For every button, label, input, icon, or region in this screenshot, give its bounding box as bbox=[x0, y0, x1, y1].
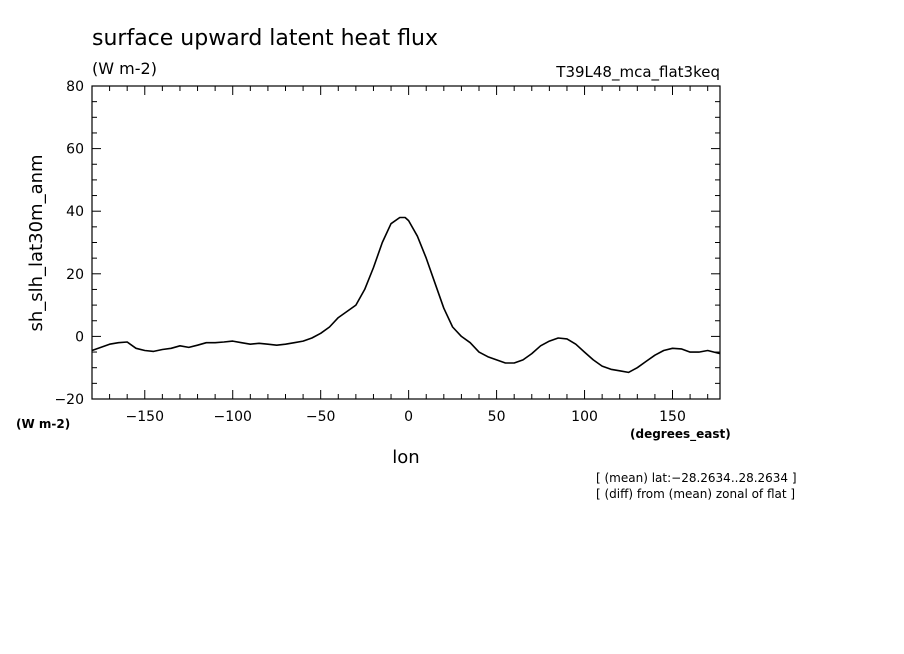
x-axis-units: (degrees_east) bbox=[630, 427, 731, 442]
y-tick-label: 40 bbox=[66, 204, 84, 220]
x-tick-label: 100 bbox=[571, 409, 598, 425]
x-tick-label: 150 bbox=[659, 409, 686, 425]
y-tick-label: 20 bbox=[66, 267, 84, 283]
x-tick-label: 0 bbox=[404, 409, 413, 425]
x-tick-label: 50 bbox=[488, 409, 506, 425]
chart-title: surface upward latent heat flux bbox=[92, 26, 438, 51]
y-axis-units: (W m-2) bbox=[16, 417, 70, 431]
x-axis-ticks: −150 −100 −50 0 50 100 150 bbox=[109, 86, 709, 425]
experiment-label: T39L48_mca_flat3keq bbox=[555, 63, 720, 82]
x-tick-label: −150 bbox=[126, 409, 164, 425]
x-tick-label: −50 bbox=[306, 409, 336, 425]
title-units: (W m-2) bbox=[92, 59, 157, 78]
y-tick-label: −20 bbox=[54, 392, 84, 408]
plot-frame bbox=[91, 85, 721, 400]
y-axis-label: sh_slh_lat30m_anm bbox=[26, 154, 47, 331]
annotation-mean-lat: [ (mean) lat:−28.2634..28.2634 ] bbox=[596, 471, 797, 485]
x-tick-label: −100 bbox=[214, 409, 252, 425]
y-tick-label: 80 bbox=[66, 79, 84, 95]
annotation-diff: [ (diff) from (mean) zonal of flat ] bbox=[596, 487, 795, 501]
y-tick-label: 60 bbox=[66, 142, 84, 158]
y-axis-ticks: −20 0 20 40 60 80 bbox=[54, 79, 720, 408]
series-line bbox=[91, 216, 721, 374]
y-tick-label: 0 bbox=[75, 329, 84, 345]
x-axis-label: lon bbox=[392, 447, 419, 468]
